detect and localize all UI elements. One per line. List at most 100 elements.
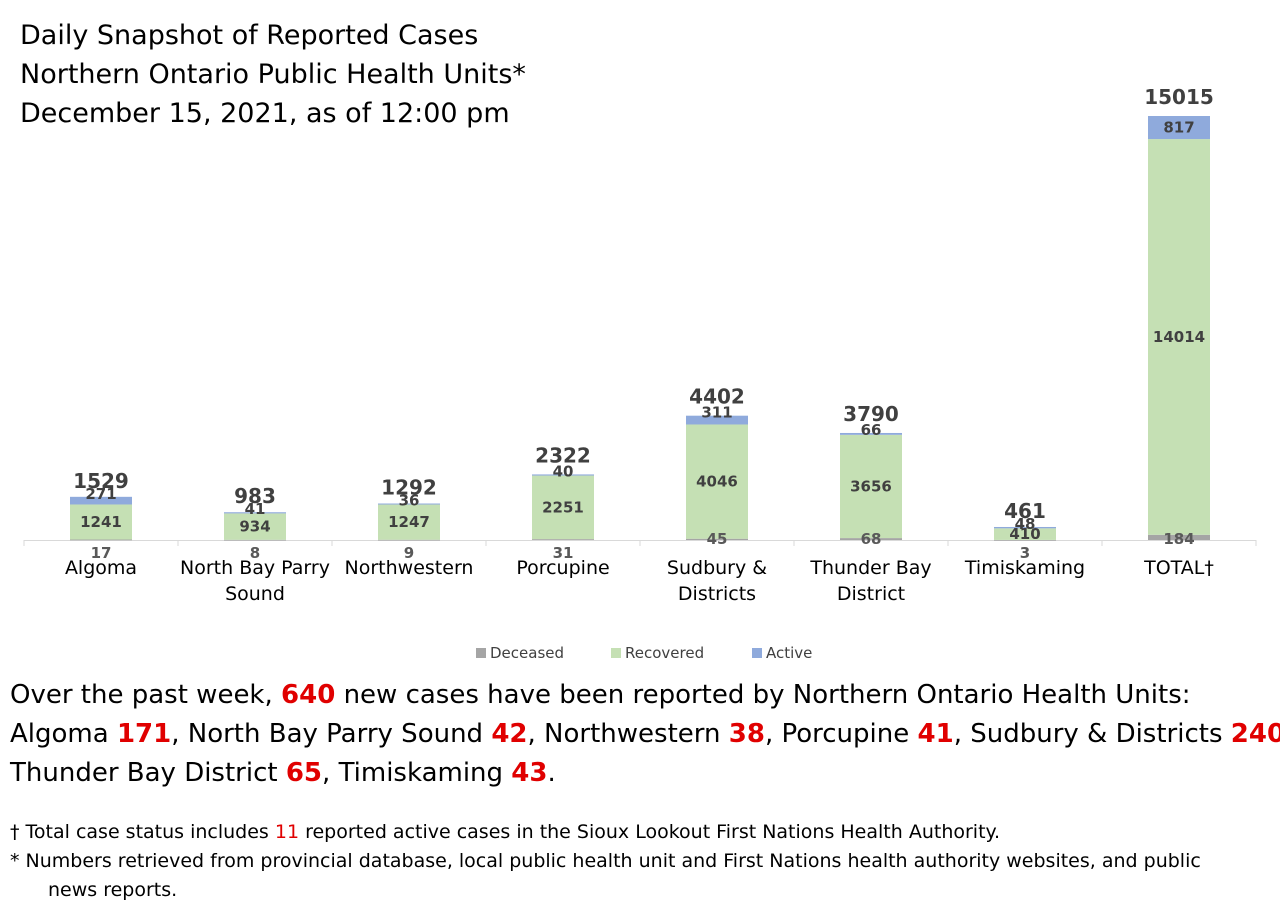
summary-item-sep: ,	[171, 719, 188, 749]
data-label-active: 41	[245, 500, 266, 518]
bar-segment-active	[224, 512, 286, 514]
summary-item-name: Northwestern	[544, 719, 729, 749]
data-label-deceased: 17	[91, 544, 112, 562]
legend-swatch	[752, 648, 762, 658]
summary-item-name: Porcupine	[781, 719, 918, 749]
bar-segment-recovered	[686, 424, 748, 539]
bar-segment-deceased	[70, 539, 132, 541]
summary-item-name: Algoma	[10, 719, 117, 749]
data-label-deceased: 45	[707, 530, 728, 548]
x-tick-label: Algoma	[65, 557, 137, 579]
summary-item-value: 41	[917, 719, 954, 749]
data-label-deceased: 8	[250, 544, 260, 562]
bar-segment-recovered	[378, 504, 440, 540]
summary-intro: Over the past week,	[10, 680, 282, 710]
data-label-recovered: 410	[1009, 525, 1040, 543]
data-label-active: 48	[1015, 515, 1036, 533]
footnote-sources-cont: news reports.	[48, 879, 178, 901]
x-tick-label: Districts	[678, 583, 756, 605]
summary-item-value: 171	[116, 719, 172, 749]
data-label-recovered: 14014	[1153, 328, 1205, 346]
summary-item-value: 42	[491, 719, 528, 749]
bar-segment-deceased	[532, 539, 594, 540]
bar-segment-recovered	[994, 528, 1056, 540]
x-tick-label: Sound	[225, 583, 285, 605]
summary-item-name: Timiskaming	[338, 758, 512, 788]
summary-item-value: 38	[728, 719, 765, 749]
data-label-recovered: 4046	[696, 473, 738, 491]
summary-line-3: Thunder Bay District 65, Timiskaming 43.	[10, 754, 1278, 793]
bar-segment-deceased	[686, 538, 748, 540]
bar-segment-active	[994, 526, 1056, 529]
data-label-total: 15015	[1144, 85, 1214, 109]
bar-segment-active	[686, 415, 748, 425]
data-label-recovered: 1241	[80, 513, 122, 531]
bar-segment-deceased	[1148, 534, 1210, 540]
summary-item-sep: ,	[527, 719, 545, 749]
footnote-total-pre: † Total case status includes	[10, 821, 275, 843]
title-line-1: Daily Snapshot of Reported Cases	[20, 20, 479, 51]
data-label-recovered: 3656	[850, 477, 892, 495]
summary-item-sep: .	[547, 758, 556, 788]
data-label-active: 40	[553, 462, 574, 480]
data-label-deceased: 31	[553, 544, 574, 562]
bar-segment-recovered	[1148, 139, 1210, 535]
data-label-deceased: 3	[1020, 544, 1030, 562]
summary-item-name: North Bay Parry Sound	[187, 719, 492, 749]
summary-item-value: 240	[1230, 719, 1280, 749]
data-label-recovered: 2251	[542, 498, 584, 516]
data-label-total: 461	[1004, 499, 1046, 523]
x-tick-label: TOTAL†	[1143, 557, 1214, 579]
x-tick-label: Sudbury &	[667, 557, 767, 579]
bar-segment-deceased	[224, 539, 286, 541]
legend-label: Recovered	[625, 644, 704, 662]
bar-segment-recovered	[532, 475, 594, 540]
data-label-total: 4402	[689, 385, 745, 409]
bar-segment-active	[70, 496, 132, 505]
bar-segment-deceased	[378, 539, 440, 541]
data-label-total: 983	[234, 484, 276, 508]
bar-segment-active	[840, 432, 902, 435]
x-tick-label: Porcupine	[516, 557, 609, 579]
data-label-total: 1292	[381, 476, 437, 500]
data-label-active: 36	[399, 492, 420, 510]
x-tick-label: District	[837, 583, 905, 605]
data-label-recovered: 1247	[388, 513, 430, 531]
x-tick-label: North Bay Parry	[180, 557, 330, 579]
bar-segment-recovered	[840, 434, 902, 539]
summary-item-name: Sudbury & Districts	[970, 719, 1231, 749]
summary-item-sep: ,	[953, 719, 971, 749]
title-line-2: Northern Ontario Public Health Units*	[20, 59, 526, 90]
bar-segment-active	[378, 503, 440, 505]
bar-segment-recovered	[70, 504, 132, 540]
summary-intro-end: new cases have been reported by Northern…	[335, 680, 1191, 710]
bar-segment-deceased	[840, 538, 902, 540]
data-label-total: 2322	[535, 443, 591, 467]
data-label-active: 66	[861, 421, 882, 439]
bar-segment-active	[1148, 116, 1210, 140]
footnotes: † Total case status includes 11 reported…	[10, 818, 1201, 905]
summary-item-value: 43	[511, 758, 548, 788]
x-tick-label: Northwestern	[345, 557, 474, 579]
footnote-total-number: 11	[274, 821, 300, 843]
legend-swatch	[611, 648, 621, 658]
bar-segment-recovered	[224, 513, 286, 540]
data-label-active: 271	[85, 485, 116, 503]
summary-item-value: 65	[285, 758, 323, 788]
x-tick-label: Timiskaming	[964, 557, 1085, 579]
weekly-summary: Over the past week, 640 new cases have b…	[10, 676, 1280, 793]
summary-week-total: 640	[281, 680, 336, 710]
data-label-recovered: 934	[239, 518, 270, 536]
summary-item-sep: ,	[322, 758, 339, 788]
legend-label: Deceased	[490, 644, 564, 662]
summary-line-1: Over the past week, 640 new cases have b…	[10, 676, 1278, 715]
chart-title: Daily Snapshot of Reported Cases Norther…	[20, 16, 526, 133]
summary-item-name: Thunder Bay District	[10, 758, 286, 788]
data-label-active: 311	[701, 404, 732, 422]
bar-segment-active	[532, 474, 594, 476]
footnote-total-post: reported active cases in the Sioux Looko…	[299, 821, 1001, 843]
data-label-deceased: 68	[861, 530, 882, 548]
title-line-3: December 15, 2021, as of 12:00 pm	[20, 98, 510, 129]
data-label-total: 1529	[73, 469, 129, 493]
